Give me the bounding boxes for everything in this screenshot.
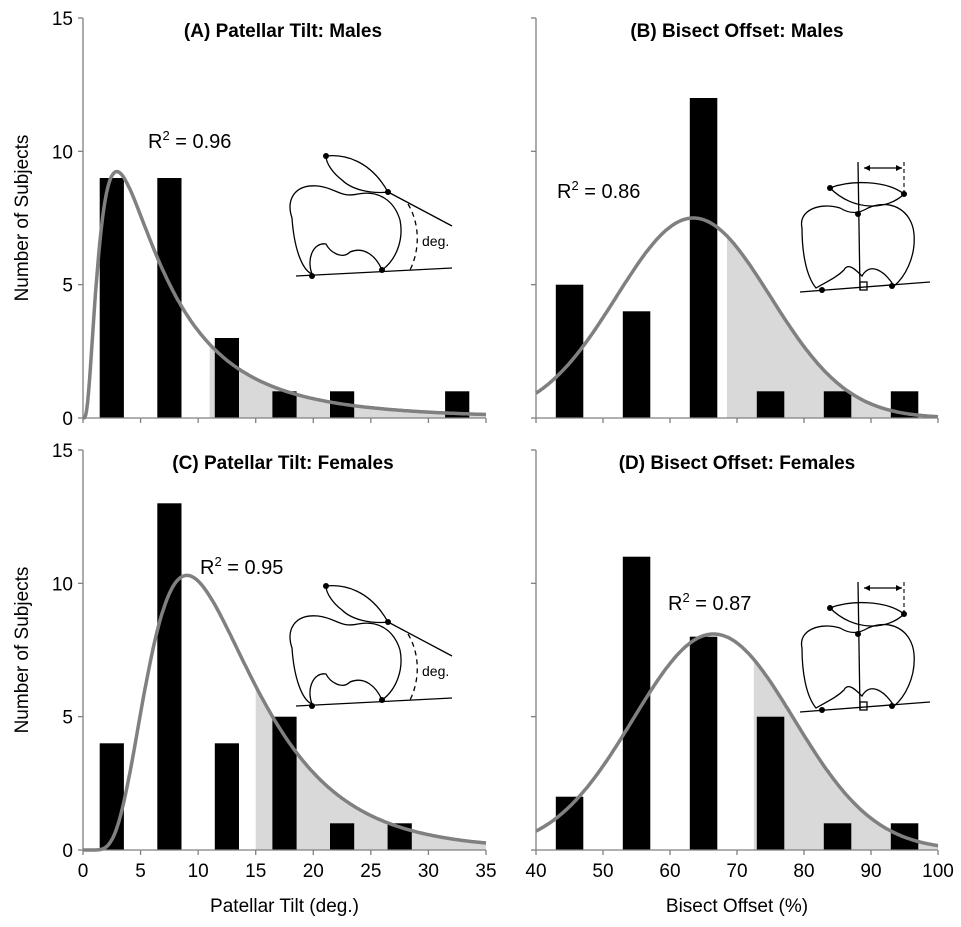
panel-title: (A) Patellar Tilt: Males xyxy=(184,21,382,42)
x-tick-label: 40 xyxy=(525,861,546,882)
fit-curve xyxy=(83,573,487,852)
y-axis-title: Number of Subjects xyxy=(12,135,33,302)
x-axis-title: Patellar Tilt (deg.) xyxy=(210,896,359,917)
y-tick-label: 0 xyxy=(62,841,73,862)
panel-a: 0 5 10 15 (A) Patellar Tilt: Males R2 = 0.96 N… xyxy=(12,9,487,430)
panel-title: (C) Patellar Tilt: Females xyxy=(172,453,393,474)
x-tick-label: 80 xyxy=(793,861,814,882)
r-squared-annotation: R2 = 0.96 xyxy=(148,128,231,153)
x-axis-title: Bisect Offset (%) xyxy=(666,896,808,917)
x-tick-label: 50 xyxy=(592,861,613,882)
y-axis-title: Number of Subjects xyxy=(12,567,33,734)
x-tick-label: 5 xyxy=(135,861,146,882)
shaded-tail-area xyxy=(753,659,938,850)
x-tick-label: 60 xyxy=(659,861,680,882)
panel-title: (D) Bisect Offset: Females xyxy=(619,453,856,474)
x-tick-label: 0 xyxy=(78,861,89,882)
r-squared-annotation: R2 = 0.95 xyxy=(200,554,283,579)
shaded-tail-area xyxy=(255,686,486,850)
bar-75 xyxy=(756,716,785,850)
bar-2.5 xyxy=(99,743,124,850)
fit-curve xyxy=(535,632,939,848)
x-tick-label: 70 xyxy=(726,861,747,882)
fit-curve xyxy=(82,169,486,420)
fit-curve xyxy=(534,216,939,419)
degree-label: deg. xyxy=(422,663,449,679)
bar-85 xyxy=(823,391,852,418)
bar-12.5 xyxy=(214,338,239,418)
x-tick-label: 90 xyxy=(860,861,881,882)
x-tick-label: 15 xyxy=(245,861,266,882)
bar-22.5 xyxy=(330,823,355,850)
y-tick-label: 10 xyxy=(52,142,73,163)
knee-schematic-inset xyxy=(799,581,931,713)
x-tick-label: 25 xyxy=(360,861,381,882)
bar-17.5 xyxy=(272,391,297,418)
panel-title: (B) Bisect Offset: Males xyxy=(630,21,843,42)
y-tick-label: 0 xyxy=(62,409,73,430)
x-tick-label: 10 xyxy=(188,861,209,882)
x-tick-label: 100 xyxy=(922,861,954,882)
bar-55 xyxy=(622,556,651,850)
x-tick-label: 20 xyxy=(303,861,324,882)
y-tick-label: 10 xyxy=(52,574,73,595)
bar-7.5 xyxy=(157,503,182,850)
bar-65 xyxy=(689,636,718,850)
panel-b: (B) Bisect Offset: Males R2 = 0.86 xyxy=(531,17,939,423)
bar-17.5 xyxy=(272,716,297,850)
x-tick-label: 30 xyxy=(418,861,439,882)
bar-65 xyxy=(689,98,718,418)
r-squared-annotation: R2 = 0.87 xyxy=(668,590,751,615)
bar-12.5 xyxy=(214,743,239,850)
y-tick-label: 15 xyxy=(52,9,73,30)
y-tick-label: 15 xyxy=(52,441,73,462)
panel-d: 40 50 60 70 80 90 100 (D) Bisect Offset: Female… xyxy=(525,449,954,917)
knee-schematic-inset xyxy=(799,161,931,293)
panel-c: 0 5 10 15 0 5 10 15 20 25 30 35 (C) Patellar Tilt: F… xyxy=(12,441,497,917)
x-tick-label: 35 xyxy=(475,861,496,882)
bar-85 xyxy=(823,823,852,850)
bar-55 xyxy=(622,311,651,418)
r-squared-annotation: R2 = 0.86 xyxy=(557,178,640,203)
knee-schematic-inset: deg. xyxy=(289,583,453,709)
bar-75 xyxy=(756,391,785,418)
knee-schematic-inset: deg. xyxy=(289,153,453,279)
y-tick-label: 5 xyxy=(62,708,73,729)
shaded-tail-area xyxy=(726,236,938,418)
degree-label: deg. xyxy=(422,233,449,249)
y-tick-label: 5 xyxy=(62,276,73,297)
